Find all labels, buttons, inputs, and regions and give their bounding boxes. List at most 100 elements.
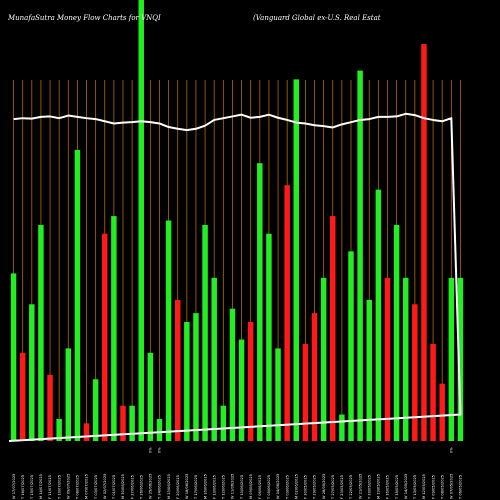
bar (393, 224, 400, 441)
bar (229, 308, 236, 441)
x-tick-label: F 16/05/2025 (386, 475, 390, 499)
x-tick-label: T 13/05/2025 (413, 475, 417, 500)
x-tick-label: M 19/05/2025 (377, 474, 381, 499)
x-tick-label: T 24/06/2025 (158, 475, 162, 500)
bar (266, 233, 272, 441)
bar (92, 379, 99, 441)
x-tick-label: W 21/05/2025 (358, 474, 362, 499)
bar (448, 277, 455, 441)
x-tick-label: T 26/06/2025 (139, 475, 143, 500)
bar (120, 405, 126, 441)
x-tick-label: W 14/05/2025 (404, 474, 408, 499)
x-tick-label: W 04/06/2025 (276, 474, 280, 499)
x-tick-label: W 18/06/2025 (185, 474, 189, 499)
bar (238, 339, 245, 441)
x-tick-label: T 08/05/2025 (440, 475, 444, 500)
x-tick-label: M 07/07/2025 (85, 474, 89, 499)
x-tick-label: M 14/07/2025 (39, 474, 43, 499)
bar (102, 233, 108, 441)
price-line (8, 112, 462, 442)
chart-title-right: (Vanguard Global ex-U.S. Real Estat (253, 14, 381, 22)
bar (330, 216, 336, 441)
bar (165, 220, 172, 441)
bar (211, 277, 217, 441)
price-line-path (8, 112, 462, 442)
bar (111, 216, 117, 441)
bar (29, 304, 35, 441)
x-tick-label: T 10/07/2025 (57, 475, 61, 500)
bar (357, 70, 363, 441)
x-tick-label: F 27/06/2025 (130, 475, 134, 499)
bar (74, 149, 81, 441)
x-tick-label: W 07/05/2025 (450, 474, 454, 499)
secondary-label: 0% (158, 447, 162, 453)
x-tick-label: F 09/05/2025 (431, 475, 435, 499)
bar (38, 224, 44, 441)
bar (339, 414, 345, 441)
bar (56, 418, 62, 441)
x-tick-label: F 23/05/2025 (340, 475, 344, 499)
bar (10, 273, 17, 441)
x-tick-label: M 23/06/2025 (167, 474, 171, 499)
x-tick-label: T 22/05/2025 (349, 475, 353, 500)
bar (457, 277, 464, 441)
x-tick-label: M 16/06/2025 (203, 474, 207, 499)
bar (47, 374, 53, 441)
x-tick-label: T 08/07/2025 (76, 475, 80, 500)
x-tick-label: W 25/06/2025 (149, 474, 153, 499)
bar (375, 189, 382, 441)
x-tick-label: M 02/06/2025 (294, 474, 298, 499)
bar (257, 163, 263, 442)
x-tick-label: M 30/06/2025 (121, 474, 125, 499)
bar (275, 348, 281, 441)
bar (202, 224, 208, 441)
x-tick-label: M 12/05/2025 (422, 474, 426, 499)
bar (311, 313, 318, 441)
bar (129, 405, 135, 441)
bar (284, 185, 290, 441)
x-tick-label: T 03/07/2025 (94, 475, 98, 500)
chart-title-left: MunafaSutra Money Flow Charts for VNQI (7, 14, 161, 22)
bar (348, 251, 354, 441)
bar (65, 348, 72, 441)
bar (220, 405, 227, 441)
x-tick-label: T 06/05/2025 (459, 475, 463, 500)
x-tick-label: W 28/05/2025 (322, 474, 326, 499)
bar (421, 44, 427, 441)
bar (402, 277, 409, 441)
x-tick-label: T 17/06/2025 (194, 475, 198, 500)
bar (366, 299, 372, 441)
x-tick-label: T 15/07/2025 (30, 475, 34, 500)
bar (83, 423, 90, 441)
x-tick-label: W 17/07/2025 (12, 474, 16, 499)
x-tick-label: M 09/06/2025 (249, 474, 253, 499)
bar (439, 383, 445, 441)
x-tick-label: W 11/06/2025 (231, 474, 235, 499)
bar (293, 79, 300, 441)
x-tick-label: F 11/07/2025 (48, 475, 52, 499)
x-tick-label: F 06/06/2025 (258, 475, 262, 499)
bar (147, 352, 154, 441)
bar (247, 321, 254, 441)
x-tick-label: T 16/07/2025 (21, 475, 25, 500)
bar (184, 321, 190, 441)
bar (302, 343, 309, 441)
x-tick-label: F 30/05/2025 (304, 475, 308, 499)
x-tick-label: T 20/05/2025 (367, 475, 371, 500)
bar (138, 0, 144, 441)
x-tick-label: T 01/07/2025 (112, 475, 116, 500)
x-tick-label: F 20/06/2025 (176, 475, 180, 499)
x-tick-label: F 13/06/2025 (212, 475, 216, 499)
x-tick-label: T 05/06/2025 (267, 475, 271, 500)
x-tick-label: T 10/06/2025 (240, 475, 244, 500)
bar (156, 418, 163, 441)
x-tick-labels: W 17/07/2025 T 16/07/2025 T 15/07/2025 M 14… (12, 474, 463, 500)
bar (320, 277, 327, 441)
x-tick-label: T 29/05/2025 (313, 475, 317, 500)
bar (384, 277, 391, 441)
bars (10, 0, 464, 442)
x-tick-label: T 12/06/2025 (222, 475, 226, 500)
bar (193, 313, 199, 441)
bar (19, 352, 26, 441)
x-tick-label: T 27/05/2025 (331, 475, 335, 500)
